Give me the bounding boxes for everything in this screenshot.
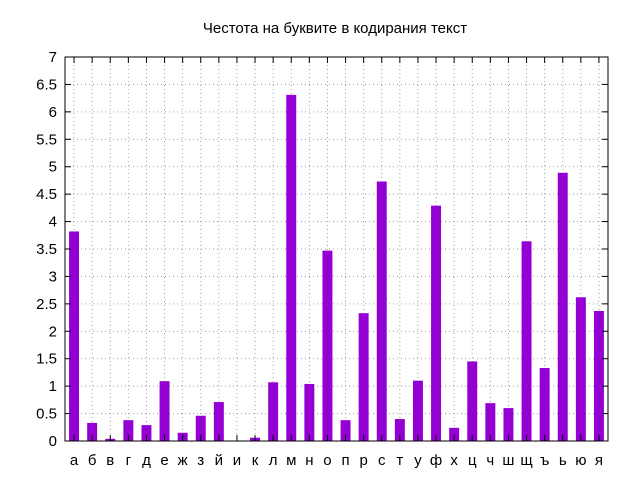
bars [69, 94, 604, 442]
x-tick-label: ж [178, 452, 188, 469]
bar-б [87, 422, 98, 441]
chart-title: Честота на буквите в кодирания текст [203, 20, 467, 37]
bar-о [322, 250, 333, 441]
bar-ф [431, 205, 442, 441]
x-tick-label: п [341, 452, 349, 469]
bar-л [268, 382, 279, 441]
y-tick-label: 0.5 [36, 406, 57, 423]
x-tick-label: р [359, 452, 367, 469]
y-tick-label: 2 [49, 323, 57, 340]
x-tick-label: о [323, 452, 331, 469]
x-tick-label: д [142, 452, 151, 469]
y-tick-label: 5.5 [36, 131, 57, 148]
x-tick-label: х [450, 452, 458, 469]
x-tick-label: з [197, 452, 204, 469]
bar-р [358, 313, 369, 441]
bar-ч [485, 403, 496, 441]
bar-е [159, 381, 170, 441]
y-tick-label: 3 [49, 268, 57, 285]
bar-ц [467, 361, 478, 441]
y-tick-label: 6 [49, 104, 57, 121]
bar-п [340, 420, 351, 441]
x-tick-label: г [126, 452, 132, 469]
x-tick-label: у [414, 452, 422, 469]
bar-с [376, 181, 387, 442]
x-tick-label: а [70, 452, 79, 469]
x-tick-label: й [215, 452, 223, 469]
bar-ь [557, 172, 568, 441]
x-tick-label: к [252, 452, 259, 469]
y-tick-label: 4.5 [36, 186, 57, 203]
x-tick-label: в [106, 452, 114, 469]
y-tick-label: 0 [49, 433, 57, 450]
bar-з [195, 415, 206, 441]
x-tick-label: ц [468, 452, 477, 469]
y-tick-label: 3.5 [36, 241, 57, 258]
bar-н [304, 383, 315, 441]
x-tick-label: б [88, 452, 97, 469]
x-tick-label: щ [520, 452, 532, 469]
x-tick-label: е [160, 452, 168, 469]
bar-ш [503, 408, 514, 441]
bar-м [286, 94, 297, 441]
y-tick-label: 2.5 [36, 296, 57, 313]
y-tick-label: 7 [49, 49, 57, 66]
bar-а [69, 231, 80, 441]
x-tick-label: л [269, 452, 278, 469]
x-tick-label: ь [559, 452, 567, 469]
bar-я [593, 310, 604, 441]
x-tick-label: ъ [540, 452, 549, 469]
x-tick-label: ю [575, 452, 586, 469]
y-tick-label: 1 [49, 378, 57, 395]
y-tick-label: 4 [49, 214, 57, 231]
axes: 0 0.5 1 1.5 2 2.5 3 3.5 4 4.5 5 5.5 6 6.5 7 а б в г д е ж з й и к… [36, 49, 609, 469]
bar-у [412, 380, 423, 441]
y-tick-label: 1.5 [36, 351, 57, 368]
x-tick-label: ф [430, 452, 442, 469]
x-tick-label: ч [486, 452, 494, 469]
bar-д [141, 425, 152, 441]
x-tick-label: я [595, 452, 603, 469]
bar-т [394, 419, 405, 441]
bar-ю [575, 297, 586, 441]
x-tick-label: н [305, 452, 313, 469]
plot-frame [64, 56, 609, 442]
bar-й [213, 402, 224, 441]
x-tick-label: и [233, 452, 241, 469]
x-tick-label: ш [502, 452, 514, 469]
y-tick-label: 5 [49, 159, 57, 176]
bar-х [449, 427, 460, 441]
y-tick-label: 6.5 [36, 76, 57, 93]
x-tick-label: т [396, 452, 403, 469]
x-tick-label: м [286, 452, 296, 469]
bar-щ [521, 241, 532, 441]
bar-ъ [539, 368, 550, 441]
x-tick-label: с [378, 452, 386, 469]
bar-г [123, 420, 134, 441]
